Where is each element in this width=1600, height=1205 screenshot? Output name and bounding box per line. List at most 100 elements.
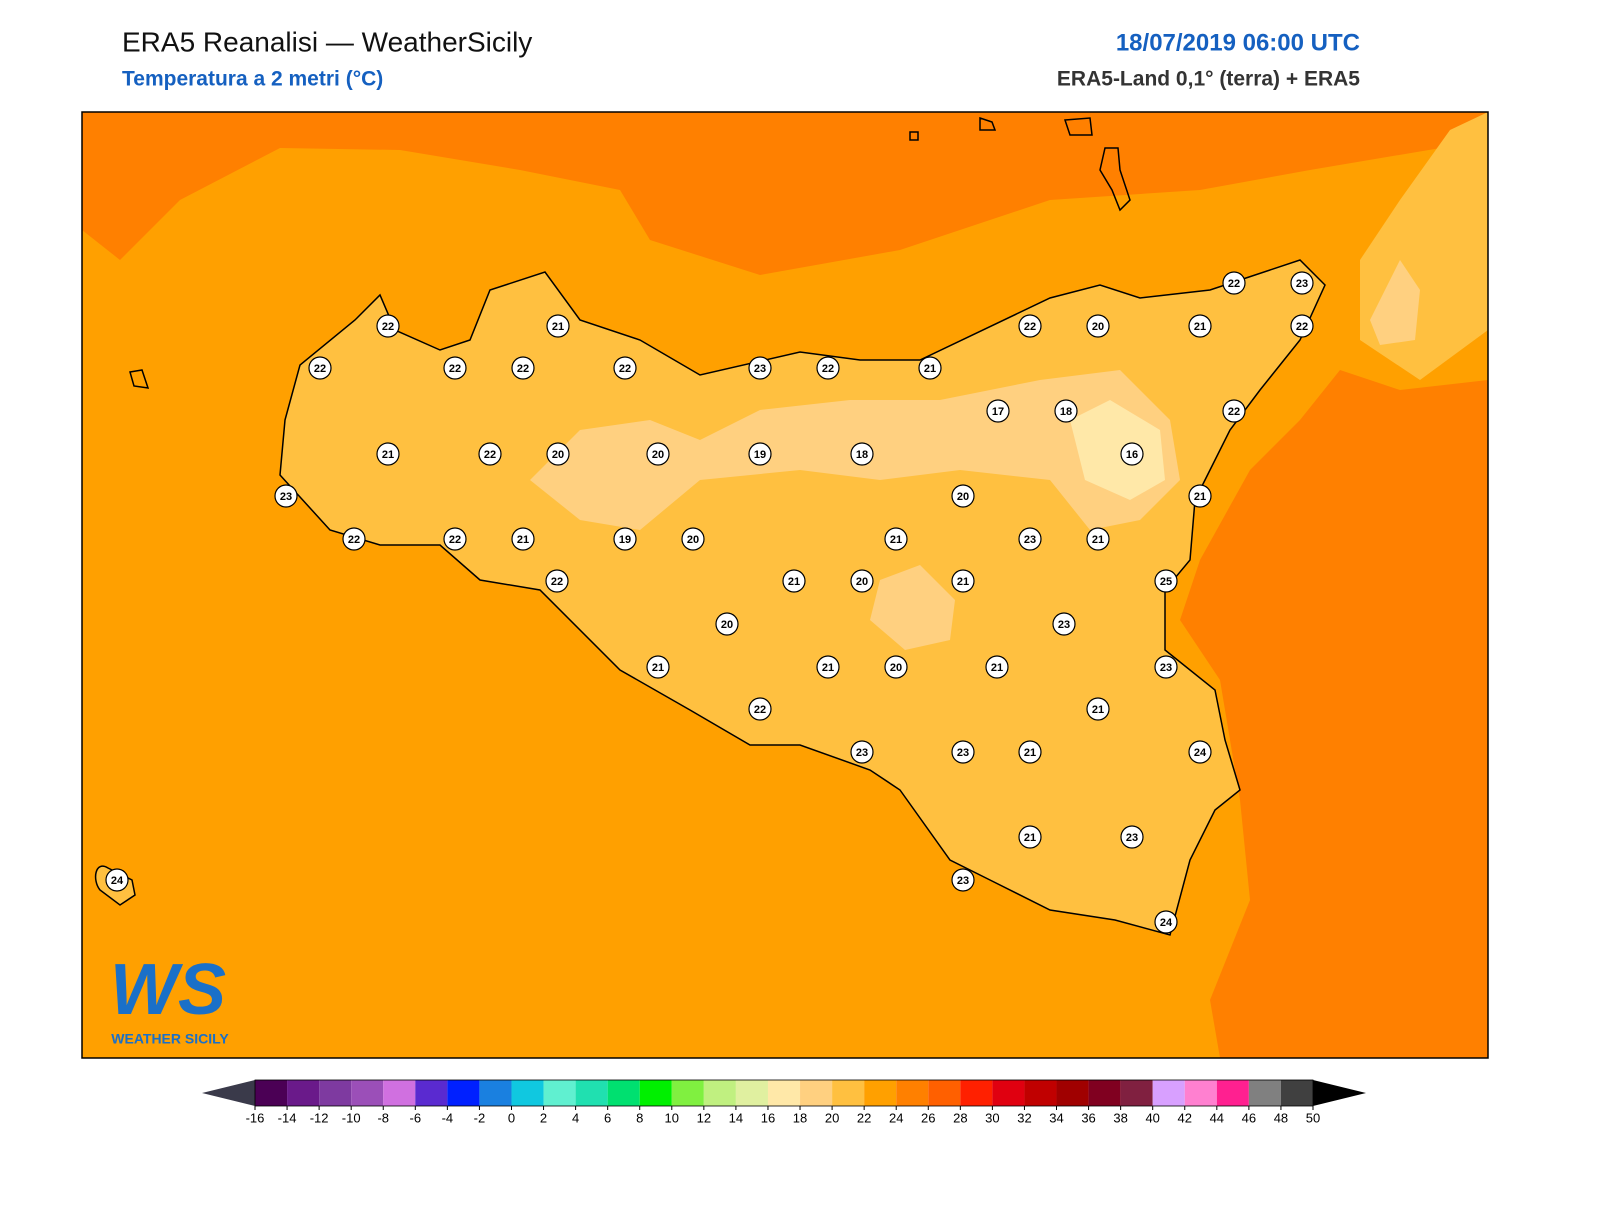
station-marker	[1188, 484, 1212, 508]
colorbar-bin	[287, 1080, 320, 1106]
station-value: 19	[754, 449, 766, 461]
station-value: 23	[280, 491, 292, 503]
station-value: 21	[924, 363, 936, 375]
station-marker	[1018, 740, 1042, 764]
station-value: 22	[484, 449, 496, 461]
station-marker	[1086, 527, 1110, 551]
colorbar-tick-label: -14	[278, 1110, 297, 1125]
station-marker	[1222, 399, 1246, 423]
islands	[129, 116, 1131, 389]
station-value: 21	[1194, 491, 1206, 503]
station-marker	[884, 655, 908, 679]
station-marker	[1154, 569, 1178, 593]
cool-zone	[1370, 260, 1420, 345]
station-marker	[1054, 399, 1078, 423]
warm-zone	[1180, 370, 1488, 1058]
colorbar-bin	[319, 1080, 352, 1106]
colorbar-bin	[447, 1080, 480, 1106]
colorbar-bin	[735, 1080, 768, 1106]
colorbar-tick-label: 0	[508, 1110, 515, 1125]
station-value: 20	[687, 534, 699, 546]
station-value: 23	[754, 363, 766, 375]
station-marker	[546, 314, 570, 338]
warm-zone	[82, 112, 1488, 275]
station-marker	[1018, 825, 1042, 849]
station-marker	[1154, 655, 1178, 679]
colorbar-bin	[800, 1080, 833, 1106]
station-marker	[782, 569, 806, 593]
station-marker	[951, 868, 975, 892]
station-marker	[342, 527, 366, 551]
station-value: 20	[856, 576, 868, 588]
colorbar-bin	[928, 1080, 961, 1106]
station-marker	[816, 655, 840, 679]
station-value: 21	[890, 534, 902, 546]
station-value: 25	[1160, 576, 1172, 588]
station-marker	[1154, 910, 1178, 934]
station-value: 23	[1296, 278, 1308, 290]
colorbar-bin	[479, 1080, 512, 1106]
colorbar-bin	[671, 1080, 704, 1106]
station-marker	[681, 527, 705, 551]
colorbar-tick-label: 48	[1274, 1110, 1288, 1125]
station-marker	[951, 569, 975, 593]
colorbar-bin	[896, 1080, 929, 1106]
colorbar-tick-label: 46	[1242, 1110, 1256, 1125]
colorbar-bin	[767, 1080, 801, 1106]
colorbar-bin	[1280, 1080, 1313, 1106]
station-value: 16	[1126, 449, 1138, 461]
colorbar-tick-label: 16	[761, 1110, 775, 1125]
station-value: 20	[652, 449, 664, 461]
station-value: 22	[1296, 321, 1308, 333]
colorbar-tick-label: 30	[985, 1110, 999, 1125]
station-value: 20	[552, 449, 564, 461]
colorbar-bin	[607, 1080, 640, 1106]
colorbar-tick-label: 44	[1210, 1110, 1224, 1125]
station-marker	[986, 399, 1010, 423]
colorbar-over	[1313, 1080, 1366, 1106]
station-value: 22	[517, 363, 529, 375]
source: ERA5-Land 0,1° (terra) + ERA5	[1057, 68, 1360, 91]
station-value: 22	[348, 534, 360, 546]
colorbar-bin	[1120, 1080, 1153, 1106]
station-marker	[1052, 612, 1076, 636]
colorbar-bin	[639, 1080, 672, 1106]
station-marker	[951, 484, 975, 508]
station-value: 21	[1092, 534, 1104, 546]
station-marker	[511, 356, 535, 380]
station-value: 20	[957, 491, 969, 503]
colorbar-tick-label: 2	[540, 1110, 547, 1125]
colorbar-bin	[1088, 1080, 1121, 1106]
station-value: 21	[1024, 832, 1036, 844]
colorbar-bin	[992, 1080, 1025, 1106]
station-marker	[546, 442, 570, 466]
map-frame	[81, 111, 1489, 1059]
colorbar-bin	[864, 1080, 897, 1106]
station-marker	[443, 356, 467, 380]
station-marker	[274, 484, 298, 508]
station-value: 22	[314, 363, 326, 375]
colorbar-bin	[511, 1080, 544, 1106]
colorbar-tick-label: -8	[377, 1110, 389, 1125]
station-value: 22	[1024, 321, 1036, 333]
station-marker	[951, 740, 975, 764]
colorbar-bin	[543, 1080, 576, 1106]
station-value: 21	[822, 662, 834, 674]
colorbar-tick-label: -2	[474, 1110, 486, 1125]
map: WS WEATHER SICILY	[81, 111, 1489, 1059]
station-value: 21	[1194, 321, 1206, 333]
station-value: 21	[517, 534, 529, 546]
colorbar-bin	[415, 1080, 448, 1106]
station-value: 21	[1024, 747, 1036, 759]
station-value: 23	[1024, 534, 1036, 546]
colorbar-tick-label: 24	[889, 1110, 903, 1125]
station-value: 22	[1228, 278, 1240, 290]
station-value: 21	[652, 662, 664, 674]
colorbar-tick-label: 26	[921, 1110, 935, 1125]
station-value: 24	[1194, 747, 1207, 759]
station-value: 22	[449, 363, 461, 375]
station-marker	[1290, 271, 1314, 295]
station-value: 21	[382, 449, 394, 461]
station-value: 21	[788, 576, 800, 588]
